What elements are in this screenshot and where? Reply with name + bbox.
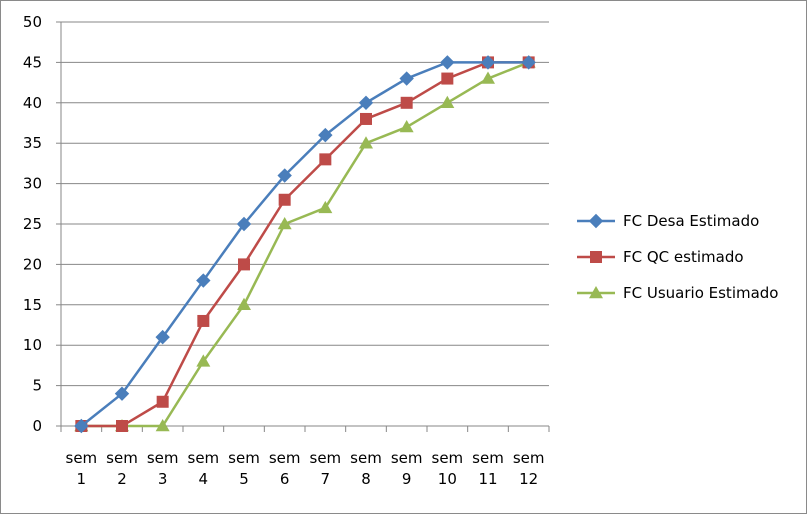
- data-point: [156, 395, 169, 408]
- y-axis-tick-label: 10: [23, 336, 42, 354]
- legend-label: FC Desa Estimado: [623, 212, 759, 230]
- series-line: [80, 61, 529, 427]
- legend-item: FC Usuario Estimado: [577, 284, 779, 302]
- x-axis-tick-labels: sem 1 sem 2 sem 3 sem 4 sem 5 sem 6 sem 7 sem 8 sem 9 sem 1…: [66, 449, 545, 488]
- data-point: [359, 136, 373, 149]
- x-axis-tick-label: sem: [188, 449, 220, 467]
- x-axis-tick-label: sem: [106, 449, 138, 467]
- data-point: [480, 55, 496, 70]
- x-axis-tick-label: sem: [147, 449, 179, 467]
- legend-marker: [588, 213, 604, 229]
- data-point: [238, 258, 250, 271]
- y-axis-tick-labels: 0 5 10 15 20 25 30 35 40 45 50: [23, 13, 42, 435]
- y-axis-tick-label: 5: [32, 377, 42, 395]
- y-axis-tick-label: 15: [23, 296, 42, 314]
- legend-item: FC QC estimado: [577, 248, 744, 266]
- data-point: [319, 153, 332, 166]
- data-point: [399, 71, 414, 86]
- y-axis-tick-label: 30: [23, 175, 42, 193]
- series-lines: [74, 55, 536, 434]
- x-axis-tick-label: 12: [519, 470, 538, 488]
- x-axis-tick-label: sem: [350, 449, 382, 467]
- data-point: [400, 96, 413, 109]
- data-point: [155, 329, 170, 345]
- x-axis-tick-label: 10: [438, 470, 457, 488]
- data-point: [114, 386, 130, 401]
- data-point: [236, 216, 252, 232]
- data-point: [197, 314, 210, 327]
- data-point: [399, 120, 414, 133]
- x-axis-tick-label: 8: [361, 470, 371, 488]
- data-point: [277, 168, 292, 183]
- data-point: [74, 418, 89, 434]
- data-point: [196, 273, 211, 288]
- series-line: [81, 61, 530, 428]
- legend-marker: [589, 286, 603, 299]
- data-point: [196, 354, 211, 367]
- y-axis-tick-label: 40: [23, 94, 42, 112]
- x-axis-tick-label: 3: [158, 470, 168, 488]
- series-2: [75, 56, 535, 432]
- x-axis-tick-label: sem: [228, 449, 260, 467]
- series-1: [74, 55, 536, 434]
- y-axis-tick-label: 50: [23, 13, 42, 31]
- y-axis-tick-label: 20: [23, 255, 42, 273]
- x-axis-tick-label: 4: [199, 470, 209, 488]
- x-axis-tick-label: sem: [391, 449, 423, 467]
- x-axis-tick-label: sem: [432, 449, 464, 467]
- x-axis-tick-label: sem: [269, 449, 301, 467]
- legend-label: FC Usuario Estimado: [623, 284, 779, 302]
- legend-item: FC Desa Estimado: [577, 212, 759, 230]
- legend: FC Desa Estimado FC QC estimado FC Usuario…: [577, 212, 779, 302]
- y-axis-tick-label: 25: [23, 215, 42, 233]
- data-point: [521, 55, 536, 70]
- data-point: [116, 420, 128, 432]
- data-point: [358, 95, 374, 111]
- data-point: [440, 95, 455, 109]
- y-axis-tick-label: 0: [32, 417, 42, 435]
- legend-marker: [590, 251, 602, 263]
- data-point: [318, 200, 333, 214]
- y-axis-tick-label: 35: [23, 134, 42, 152]
- x-axis-tick-label: 6: [280, 470, 290, 488]
- data-point: [277, 217, 292, 230]
- data-point: [441, 72, 454, 85]
- x-axis-tick-label: 5: [239, 470, 249, 488]
- data-point: [155, 419, 170, 432]
- x-axis-tick-label: 1: [77, 470, 87, 488]
- x-axis-tick-label: 11: [478, 470, 497, 488]
- series-3: [74, 55, 536, 432]
- data-point: [360, 112, 372, 125]
- x-axis-tick-label: 7: [321, 470, 331, 488]
- gridlines: [61, 21, 549, 387]
- x-axis-tick-label: sem: [310, 449, 342, 467]
- data-point: [318, 127, 333, 143]
- data-point: [440, 55, 455, 70]
- axes: [56, 21, 550, 432]
- data-point: [481, 71, 495, 84]
- x-axis-tick-label: 9: [402, 470, 412, 488]
- x-axis-tick-label: 2: [117, 470, 127, 488]
- y-axis-tick-label: 45: [23, 53, 42, 71]
- legend-label: FC QC estimado: [623, 248, 744, 266]
- data-point: [278, 193, 291, 206]
- data-point: [237, 297, 251, 311]
- x-axis-tick-label: sem: [472, 449, 504, 467]
- series-line: [81, 61, 529, 428]
- x-axis-tick-label: sem: [66, 449, 98, 467]
- x-axis-tick-label: sem: [513, 449, 545, 467]
